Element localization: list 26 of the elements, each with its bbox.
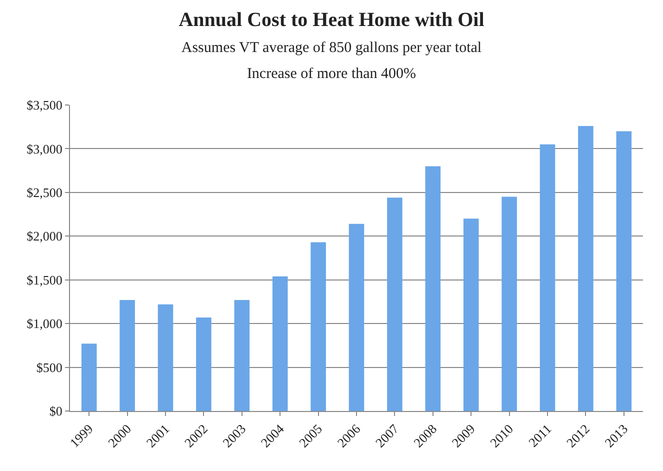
- chart-title: Annual Cost to Heat Home with Oil: [178, 8, 485, 31]
- y-tick-label: $1,000: [26, 316, 62, 332]
- chart-subtitle: Assumes VT average of 850 gallons per year total Increase of more than 400%: [181, 40, 482, 82]
- bar: [425, 166, 441, 411]
- x-tick-label: 2011: [526, 421, 554, 450]
- bar: [616, 131, 632, 411]
- bar: [234, 300, 250, 411]
- bar: [540, 144, 556, 411]
- bar: [81, 344, 97, 411]
- y-tick-label: $3,000: [26, 141, 62, 156]
- bar: [272, 276, 288, 411]
- bar: [158, 304, 174, 411]
- bar: [387, 198, 402, 411]
- y-tick-label: $3,500: [26, 98, 62, 113]
- bar: [578, 126, 594, 411]
- bar: [310, 242, 326, 411]
- y-tick-label: $1,500: [26, 272, 62, 288]
- bar: [463, 218, 479, 411]
- bar: [196, 317, 212, 411]
- y-tick-label: $500: [36, 360, 62, 375]
- y-tick-label: $2,000: [26, 228, 62, 244]
- y-tick-label: $0: [49, 404, 62, 419]
- bar: [120, 300, 135, 411]
- bar: [348, 224, 364, 411]
- bar: [502, 196, 517, 411]
- y-tick-label: $2,500: [26, 184, 62, 200]
